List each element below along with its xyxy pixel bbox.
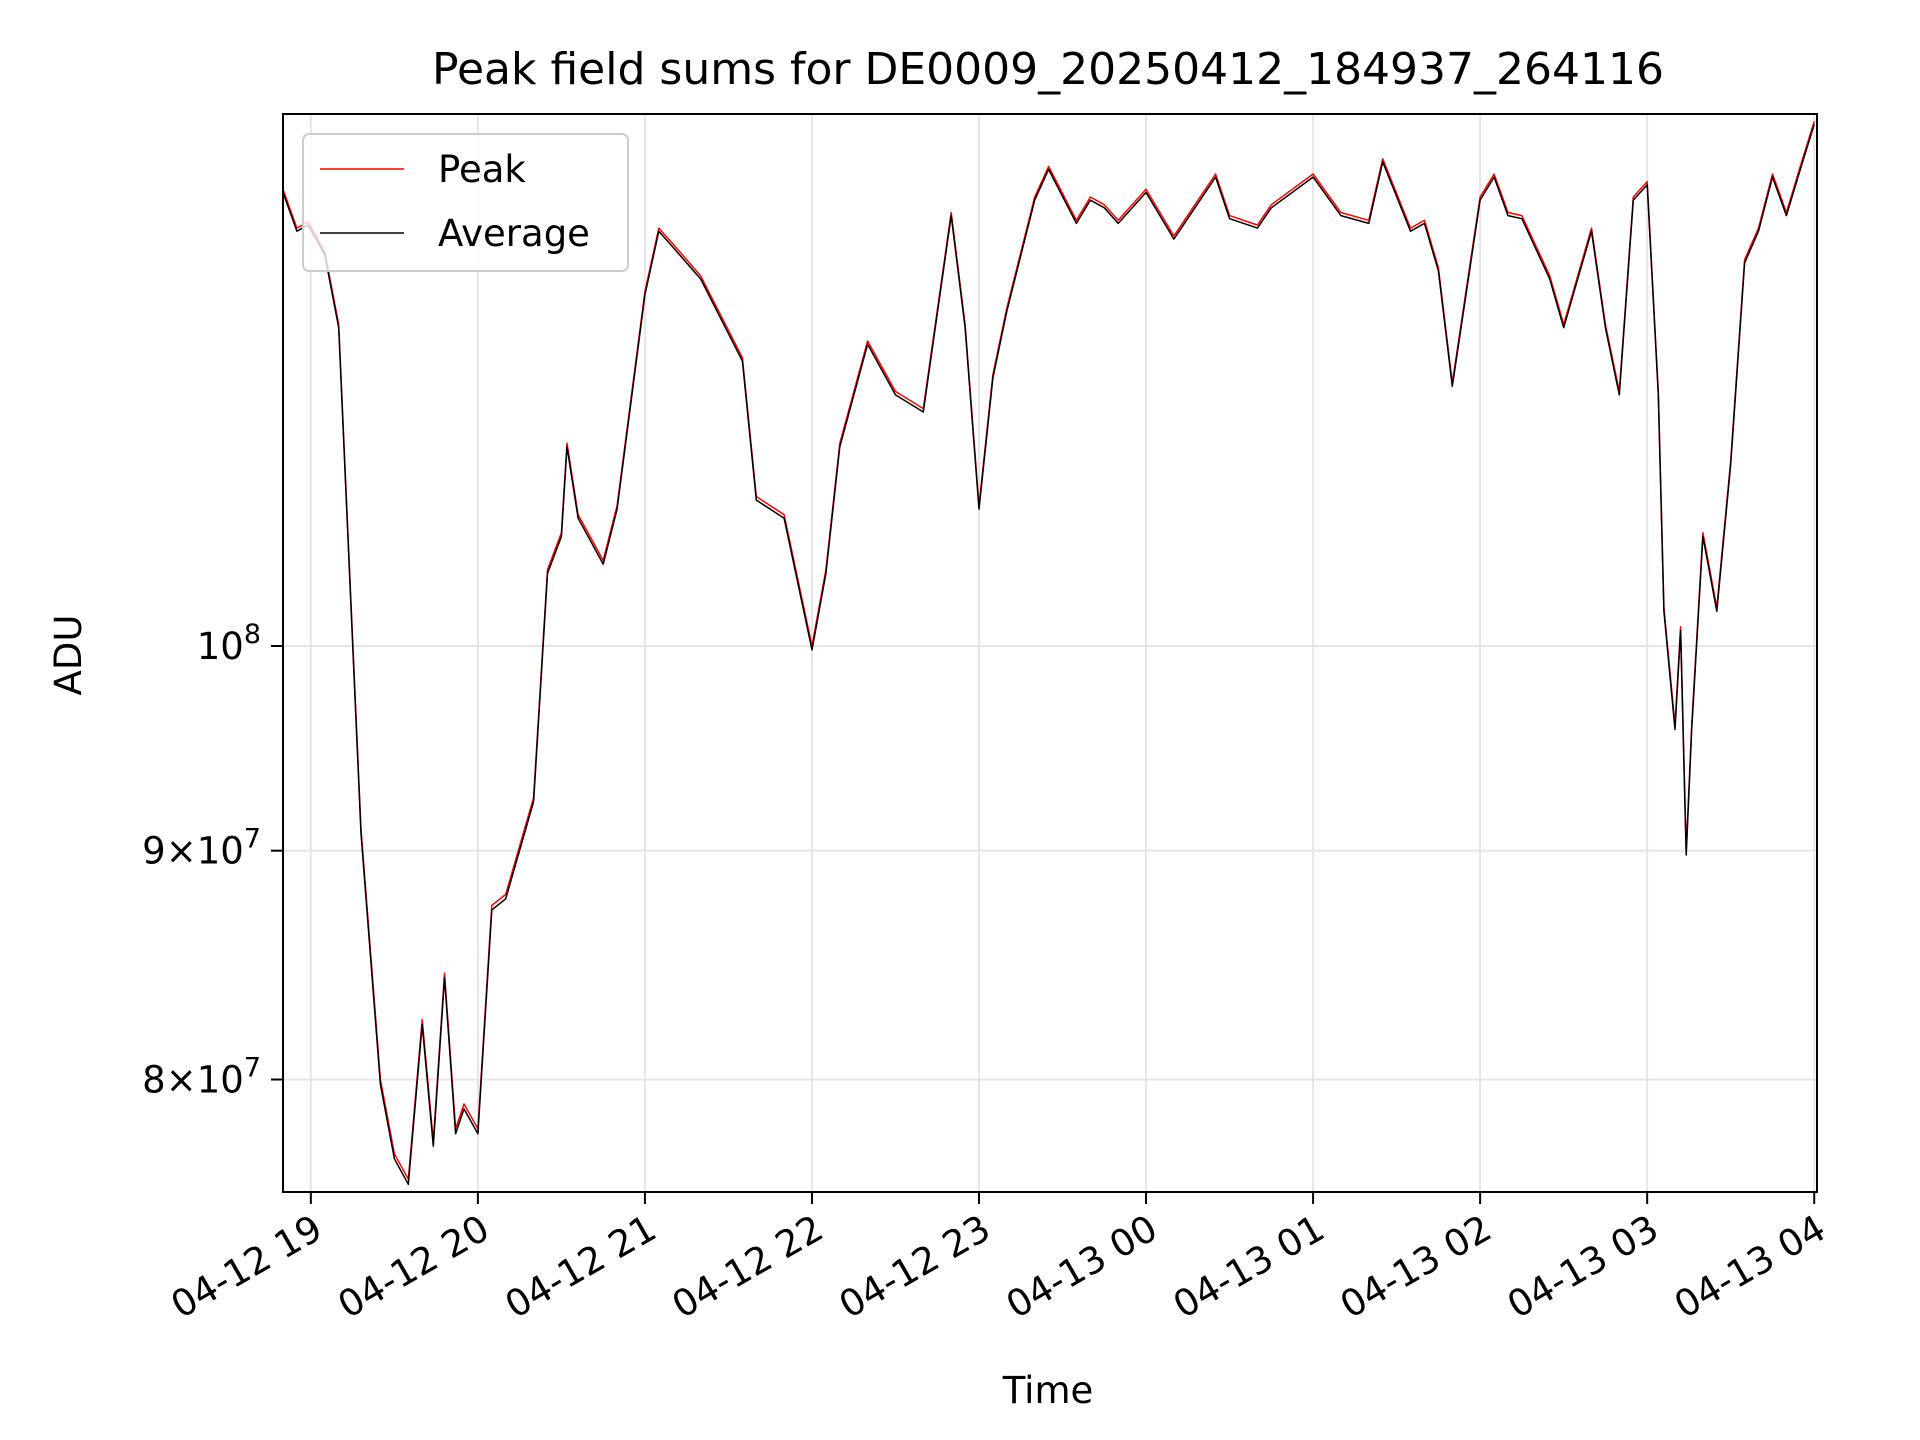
legend: Peak Average (302, 133, 629, 272)
series-lines (282, 121, 1815, 1186)
y-axis-label: ADU (47, 615, 90, 696)
y-axis: 8×107 9×107 108 (142, 619, 283, 1102)
plot-area-frame (282, 113, 1818, 1193)
chart-title: Peak field sums for DE0009_20250412_1849… (432, 44, 1664, 95)
y-tick-label: 8×107 (142, 1053, 261, 1102)
x-axis-label: Time (1002, 1369, 1094, 1412)
legend-label-average: Average (438, 212, 590, 255)
legend-label-peak: Peak (438, 148, 526, 191)
y-tick-label: 9×107 (142, 824, 261, 873)
series-line-average (282, 124, 1815, 1186)
y-tick-label: 108 (197, 619, 261, 668)
